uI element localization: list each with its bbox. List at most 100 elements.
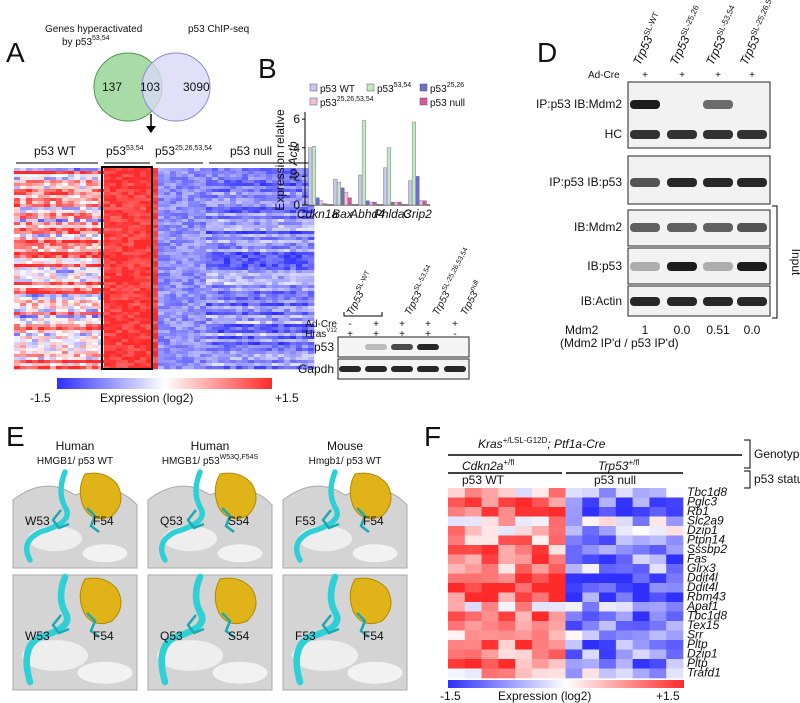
heatmap-cell	[74, 198, 80, 201]
heatmap-cell	[170, 318, 176, 321]
heatmap-cell	[20, 258, 26, 261]
heatmap-cell	[582, 602, 599, 612]
heatmap-cell	[302, 288, 308, 291]
heatmap-cell	[104, 243, 110, 246]
heatmap-cell	[266, 225, 272, 228]
heatmap-cell	[14, 336, 20, 339]
heatmap-cell	[302, 246, 308, 249]
status-label: p53 WT	[462, 473, 505, 487]
heatmap-cell	[164, 231, 170, 234]
heatmap-cell	[616, 669, 633, 679]
heatmap-cell	[278, 252, 284, 255]
heatmap-cell	[218, 207, 224, 210]
heatmap-cell	[284, 219, 290, 222]
bar	[409, 181, 413, 205]
heatmap-cell	[290, 255, 296, 258]
heatmap-cell	[308, 249, 314, 252]
heatmap-cell	[236, 312, 242, 315]
heatmap-cell	[206, 198, 212, 201]
heatmap-cell	[266, 192, 272, 195]
heatmap-cell	[532, 564, 549, 574]
heatmap-cell	[56, 216, 62, 219]
heatmap-cell	[92, 339, 98, 342]
heatmap-cell	[242, 279, 248, 282]
heatmap-cell	[200, 267, 206, 270]
heatmap-cell	[248, 189, 254, 192]
heatmap-cell	[448, 631, 465, 641]
heatmap-cell	[110, 294, 116, 297]
heatmap-cell	[14, 183, 20, 186]
heatmap-cell	[32, 306, 38, 309]
heatmap-cell	[86, 222, 92, 225]
heatmap-cell	[20, 198, 26, 201]
heatmap-cell	[254, 177, 260, 180]
heatmap-cell	[260, 303, 266, 306]
heatmap-cell	[200, 252, 206, 255]
heatmap-cell	[50, 246, 56, 249]
heatmap-cell	[260, 354, 266, 357]
heatmap-cell	[206, 219, 212, 222]
heatmap-cell	[68, 171, 74, 174]
heatmap-cell	[110, 189, 116, 192]
heatmap-cell	[272, 255, 278, 258]
heatmap-cell	[200, 330, 206, 333]
heatmap-cell	[206, 264, 212, 267]
heatmap-cell	[290, 315, 296, 318]
heatmap-cell	[254, 276, 260, 279]
heatmap-cell	[649, 659, 666, 669]
heatmap-cell	[134, 294, 140, 297]
heatmap-cell	[32, 276, 38, 279]
heatmap-cell	[302, 261, 308, 264]
heatmap-cell	[290, 264, 296, 267]
heatmap-cell	[14, 222, 20, 225]
heatmap-cell	[44, 330, 50, 333]
heatmap-cell	[290, 276, 296, 279]
heatmap-cell	[140, 279, 146, 282]
species-label: Human	[56, 439, 95, 453]
heatmap-cell	[194, 255, 200, 258]
heatmap-cell	[242, 336, 248, 339]
heatmap-cell	[248, 306, 254, 309]
heatmap-cell	[176, 195, 182, 198]
heatmap-cell	[128, 336, 134, 339]
heatmap-cell	[242, 318, 248, 321]
heatmap-cell	[44, 345, 50, 348]
heatmap-cell	[302, 306, 308, 309]
heatmap-cell	[290, 282, 296, 285]
heatmap-cell	[86, 297, 92, 300]
heatmap-cell	[200, 351, 206, 354]
heatmap-cell	[242, 300, 248, 303]
heatmap-cell	[260, 204, 266, 207]
heatmap-cell	[302, 300, 308, 303]
heatmap-cell	[218, 291, 224, 294]
heatmap-cell	[116, 219, 122, 222]
heatmap-cell	[44, 264, 50, 267]
heatmap-cell	[158, 183, 164, 186]
heatmap-cell	[80, 267, 86, 270]
heatmap-cell	[248, 213, 254, 216]
heatmap-cell	[194, 258, 200, 261]
heatmap-cell	[284, 351, 290, 354]
heatmap-cell	[26, 204, 32, 207]
heatmap-cell	[134, 330, 140, 333]
heatmap-cell	[74, 297, 80, 300]
heatmap-cell	[308, 255, 314, 258]
heatmap-cell	[182, 177, 188, 180]
heatmap-cell	[182, 324, 188, 327]
heatmap-cell	[194, 168, 200, 171]
heatmap-cell	[302, 225, 308, 228]
genotype-label: Cdkn2a+/fl	[462, 458, 514, 473]
heatmap-cell	[230, 180, 236, 183]
heatmap-cell	[134, 228, 140, 231]
heatmap-cell	[242, 171, 248, 174]
heatmap-cell	[254, 219, 260, 222]
heatmap-cell	[278, 345, 284, 348]
heatmap-cell	[260, 363, 266, 366]
heatmap-cell	[649, 669, 666, 679]
heatmap-cell	[218, 279, 224, 282]
heatmap-cell	[44, 282, 50, 285]
heatmap-cell	[38, 192, 44, 195]
heatmap-cell	[74, 312, 80, 315]
heatmap-cell	[80, 363, 86, 366]
heatmap-cell	[62, 312, 68, 315]
